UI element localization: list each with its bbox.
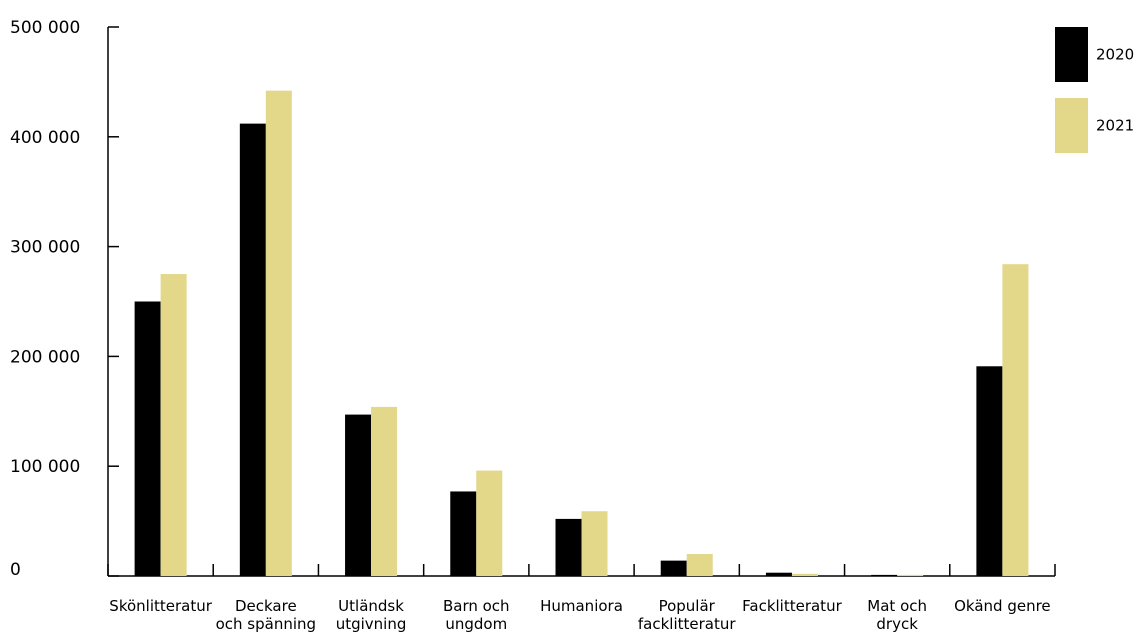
y-tick-label: 200 000: [10, 347, 80, 367]
bar-2021-7: [791, 573, 818, 576]
bar-2020-5: [555, 518, 582, 576]
x-tick-labels: Skönlitteratur Deckare och spänning Utländs…: [109, 597, 1050, 633]
y-tick-label: 300 000: [10, 238, 80, 258]
bar-2020-9: [976, 366, 1003, 576]
bar-2021-3: [371, 406, 398, 576]
bar-2020-4: [450, 491, 477, 576]
legend-swatch-2021: [1055, 98, 1088, 153]
bar-2020-8: [871, 574, 898, 576]
bar-2021-1: [160, 274, 187, 576]
bar-2021-9: [1002, 264, 1029, 576]
x-tick-label: Facklitteratur: [742, 597, 842, 615]
bar-2020-7: [765, 572, 792, 576]
bar-2020-6: [660, 560, 687, 576]
bars: [134, 90, 1029, 577]
bar-2021-2: [265, 90, 292, 577]
bar-2021-5: [581, 511, 608, 576]
x-tick-label: Utländsk utgivning: [336, 597, 407, 633]
axes: 0 100 000 200 000 300 000 400 000 500 000: [10, 18, 1056, 580]
bar-2020-3: [345, 414, 372, 576]
x-tick-label: Humaniora: [540, 597, 623, 615]
legend-label: 2020: [1096, 46, 1134, 64]
x-tick-label: Skönlitteratur: [109, 597, 212, 615]
y-tick-label: 500 000: [10, 18, 80, 38]
x-tick-label: Barn och ungdom: [443, 597, 510, 633]
legend-swatch-2020: [1055, 27, 1088, 82]
bar-2021-6: [686, 554, 713, 576]
legend: 2020 2021: [1055, 27, 1134, 153]
bar-2021-4: [476, 470, 503, 576]
bar-2021-8: [897, 574, 924, 576]
bar-2020-2: [239, 123, 266, 577]
x-tick-label: Deckare och spänning: [216, 597, 316, 633]
bar-2020-1: [134, 301, 161, 576]
y-tick-label: 0: [10, 560, 21, 580]
x-tick-label: Populär facklitteratur: [638, 597, 736, 633]
legend-label: 2021: [1096, 117, 1134, 135]
x-tick-label: Okänd genre: [954, 597, 1051, 615]
y-tick-label: 100 000: [10, 457, 80, 477]
y-tick-label: 400 000: [10, 128, 80, 148]
x-tick-label: Mat och dryck: [867, 597, 927, 633]
